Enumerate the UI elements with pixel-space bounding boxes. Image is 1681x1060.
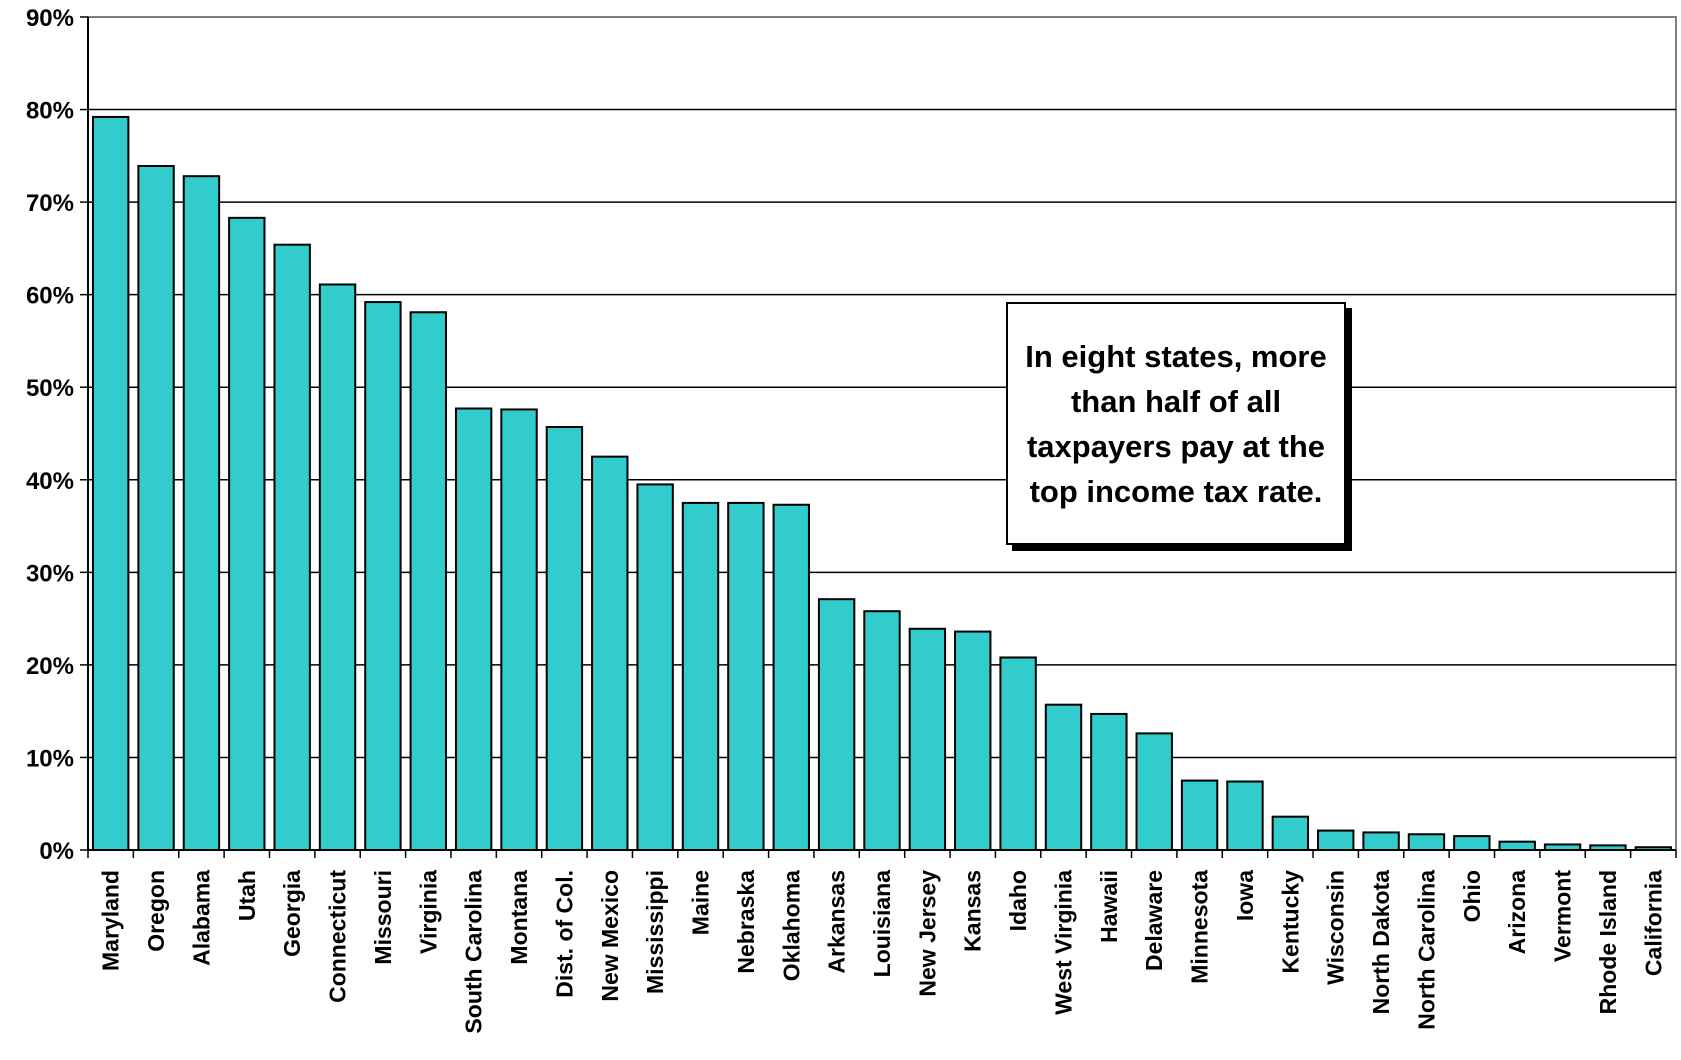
bar	[273, 243, 311, 852]
x-tick-label: Kentucky	[1277, 870, 1303, 974]
bar	[454, 407, 493, 851]
x-tick-label: Hawaii	[1096, 870, 1122, 943]
bar	[727, 501, 765, 851]
bar	[182, 175, 221, 851]
bar	[863, 610, 901, 851]
x-tick-label: Arkansas	[824, 870, 850, 974]
y-tick-label: 10%	[26, 745, 74, 772]
bar	[137, 165, 175, 851]
bar	[1180, 779, 1219, 851]
bar	[364, 301, 402, 851]
bar	[1317, 829, 1355, 852]
bar	[1135, 732, 1173, 852]
x-tick-label: North Carolina	[1413, 870, 1439, 1030]
bar	[91, 115, 130, 851]
x-tick-label: Georgia	[279, 870, 305, 957]
bar	[409, 311, 447, 852]
bar	[817, 598, 856, 851]
annotation-box: In eight states, more than half of all t…	[1006, 302, 1346, 545]
y-tick-label: 20%	[26, 653, 74, 680]
x-tick-label: West Virginia	[1050, 870, 1076, 1015]
x-tick-label: Idaho	[1005, 870, 1031, 931]
bar	[591, 455, 629, 851]
bar	[954, 630, 992, 852]
x-tick-label: Iowa	[1232, 870, 1258, 921]
x-tick-label: Ohio	[1459, 870, 1485, 922]
bar	[1090, 712, 1128, 852]
bar	[1453, 835, 1491, 851]
x-tick-label: Maine	[688, 870, 714, 935]
x-tick-label: Vermont	[1550, 870, 1576, 962]
y-tick-label: 50%	[26, 375, 74, 402]
y-tick-label: 0%	[39, 838, 74, 865]
y-tick-label: 40%	[26, 468, 74, 495]
y-tick-label: 90%	[26, 5, 74, 32]
bar	[636, 483, 674, 851]
bar	[545, 426, 584, 851]
x-tick-label: Oregon	[143, 870, 169, 952]
x-tick-label: Maryland	[98, 870, 124, 971]
bar	[318, 283, 357, 852]
bar	[1271, 815, 1310, 851]
y-tick-label: 70%	[26, 190, 74, 217]
x-tick-label: Wisconsin	[1323, 870, 1349, 985]
x-tick-label: Delaware	[1141, 870, 1167, 971]
x-tick-label: South Carolina	[461, 870, 487, 1034]
x-tick-label: Oklahoma	[778, 870, 804, 981]
x-tick-label: Connecticut	[325, 870, 351, 1003]
x-tick-label: Utah	[234, 870, 260, 921]
bar	[1407, 833, 1446, 852]
x-tick-label: North Dakota	[1368, 870, 1394, 1015]
bar	[681, 501, 720, 851]
bar	[1498, 840, 1536, 851]
x-tick-label: Kansas	[960, 870, 986, 952]
x-tick-label: Minnesota	[1187, 870, 1213, 984]
x-tick-label: New Mexico	[597, 870, 623, 1002]
bar	[500, 408, 538, 851]
y-tick-label: 30%	[26, 560, 74, 587]
x-tick-label: Nebraska	[733, 870, 759, 974]
x-tick-label: Dist. of Col.	[551, 870, 577, 998]
x-tick-label: Montana	[506, 870, 532, 965]
bar	[1226, 780, 1264, 852]
x-tick-label: Alabama	[188, 870, 214, 966]
x-tick-label: Arizona	[1504, 870, 1530, 955]
y-tick-label: 60%	[26, 283, 74, 310]
x-tick-label: Rhode Island	[1595, 870, 1621, 1014]
y-tick-label: 80%	[26, 98, 74, 125]
bar	[908, 627, 947, 852]
x-tick-label: California	[1640, 870, 1666, 976]
annotation-text: In eight states, more than half of all t…	[1025, 338, 1327, 509]
bar	[1362, 831, 1400, 851]
bar	[1044, 703, 1083, 852]
x-tick-label: Missouri	[370, 870, 396, 965]
bar	[999, 656, 1037, 851]
x-tick-label: Mississippi	[642, 870, 668, 994]
x-tick-label: New Jersey	[914, 870, 940, 997]
x-tick-label: Louisiana	[869, 870, 895, 978]
bar	[228, 216, 266, 851]
x-tick-label: Virginia	[415, 870, 441, 954]
bar	[772, 503, 810, 851]
